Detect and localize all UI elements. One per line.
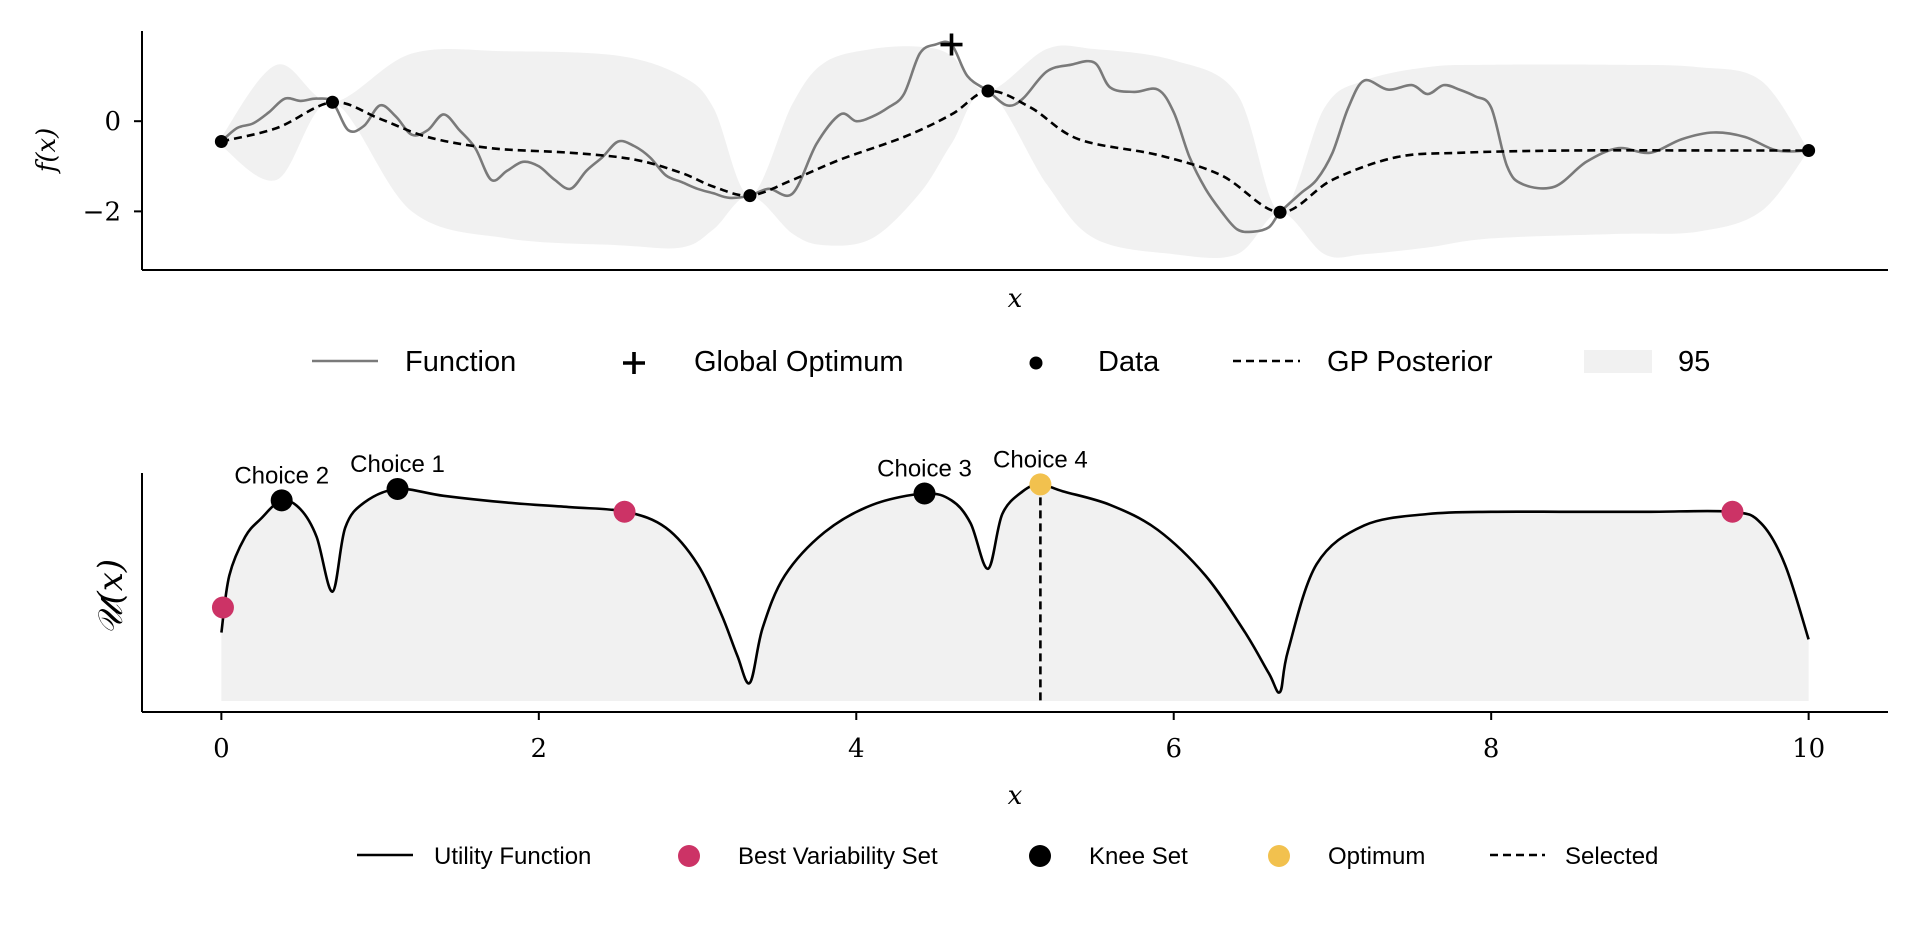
data-point bbox=[981, 84, 995, 98]
legend-optimum-dot-label: Optimum bbox=[1328, 843, 1425, 870]
data-point bbox=[743, 189, 757, 203]
top-x-label: x bbox=[1008, 284, 1023, 314]
bottom-legend: Utility Function Best Variability Set Kn… bbox=[357, 843, 1658, 870]
legend-knee-swatch bbox=[1029, 845, 1051, 867]
top-panel: 0 −2 x f(x) bbox=[32, 31, 1888, 314]
y-tick-label: −2 bbox=[83, 197, 121, 227]
legend-utility-label: Utility Function bbox=[434, 843, 591, 870]
x-tick-label: 8 bbox=[1483, 734, 1500, 764]
choice-label: Choice 4 bbox=[993, 446, 1088, 473]
choice-label: Choice 2 bbox=[234, 462, 329, 489]
bottom-x-label: x bbox=[1008, 781, 1023, 811]
legend-data-label: Data bbox=[1098, 346, 1160, 378]
x-tick-label: 0 bbox=[213, 734, 230, 764]
top-y-label: f(x) bbox=[32, 128, 62, 175]
gp-posterior-line bbox=[221, 89, 1809, 214]
optimum-point bbox=[1029, 473, 1052, 496]
bottom-x-ticks: 0 2 4 6 8 10 bbox=[213, 712, 1825, 764]
legend-data-swatch bbox=[1029, 356, 1043, 370]
legend-knee-label: Knee Set bbox=[1089, 843, 1188, 870]
legend-gp-label: GP Posterior bbox=[1327, 346, 1493, 378]
legend-optimum-dot-swatch bbox=[1268, 845, 1290, 867]
best-variability-point bbox=[211, 596, 234, 619]
best-variability-point bbox=[613, 500, 636, 523]
knee-point bbox=[386, 477, 409, 500]
best-variability-points bbox=[211, 500, 1744, 619]
top-legend: Function Global Optimum Data GP Posterio… bbox=[312, 346, 1710, 378]
bottom-panel: Choice 2 Choice 1 Choice 3 Choice 4 0 2 4 6 8 10… bbox=[91, 446, 1888, 811]
global-optimum-plus bbox=[940, 33, 963, 56]
function-line bbox=[220, 40, 1809, 234]
data-point bbox=[1273, 205, 1287, 219]
choice-label: Choice 1 bbox=[350, 451, 445, 478]
data-point bbox=[325, 95, 339, 109]
optimum-point-dot bbox=[1029, 473, 1052, 496]
legend-optimum-label: Global Optimum bbox=[694, 346, 904, 378]
global-optimum-marker bbox=[940, 33, 963, 56]
legend-optimum-swatch bbox=[623, 352, 645, 374]
knee-points bbox=[270, 477, 936, 512]
x-tick-label: 10 bbox=[1792, 734, 1825, 764]
legend-band-label: 95 bbox=[1678, 346, 1710, 378]
choice-annotations: Choice 2 Choice 1 Choice 3 Choice 4 bbox=[234, 446, 1087, 489]
legend-selected-label: Selected bbox=[1565, 843, 1658, 870]
data-point bbox=[214, 134, 228, 148]
data-points bbox=[214, 84, 1816, 219]
choice-label: Choice 3 bbox=[877, 456, 972, 483]
best-variability-point bbox=[1721, 500, 1744, 523]
knee-point bbox=[270, 489, 293, 512]
legend-function-label: Function bbox=[405, 346, 516, 378]
top-y-ticks: 0 −2 bbox=[83, 107, 142, 227]
y-tick-label: 0 bbox=[104, 107, 121, 137]
confidence-band bbox=[221, 45, 1809, 258]
utility-line bbox=[220, 483, 1810, 694]
x-tick-label: 2 bbox=[531, 734, 548, 764]
utility-fill bbox=[221, 484, 1809, 701]
x-tick-label: 6 bbox=[1165, 734, 1182, 764]
legend-bvs-swatch bbox=[678, 845, 700, 867]
x-tick-label: 4 bbox=[848, 734, 865, 764]
legend-bvs-label: Best Variability Set bbox=[738, 843, 938, 870]
data-point bbox=[1802, 144, 1816, 157]
legend-band-swatch bbox=[1584, 350, 1652, 373]
knee-point bbox=[913, 482, 936, 505]
bottom-y-label: 𝒰(x) bbox=[91, 559, 131, 635]
